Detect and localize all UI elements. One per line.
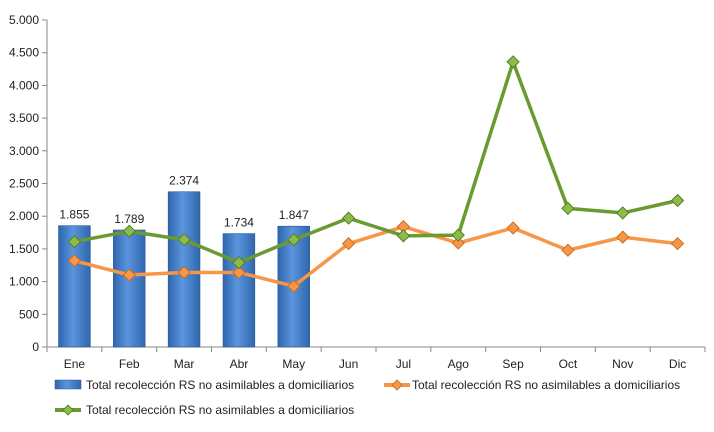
y-axis-ticks: 0 500 1.000 1.500 2.000 2.500 3.000 3.500 4.000 4… xyxy=(9,13,47,354)
legend-item-bar: Total recolección RS no asimilables a do… xyxy=(54,378,354,392)
x-tick-label: Feb xyxy=(119,357,140,371)
y-tick-label: 1.000 xyxy=(9,275,39,289)
point-marker-green xyxy=(616,206,630,220)
y-tick-label: 0 xyxy=(32,340,39,354)
legend-label-bar: Total recolección RS no asimilables a do… xyxy=(86,378,354,392)
point-marker-orange xyxy=(232,265,246,280)
point-marker-orange xyxy=(561,243,575,257)
legend-item-orange-line: Total recolección RS no asimilables a do… xyxy=(384,378,680,392)
legend-swatch-bar xyxy=(54,379,82,390)
point-marker-green xyxy=(122,224,136,238)
x-tick-label: Nov xyxy=(612,357,633,371)
legend-label-green-line: Total recolección RS no asimilables a do… xyxy=(86,403,354,417)
line-series xyxy=(67,55,685,293)
point-marker-orange xyxy=(67,254,82,268)
bar-value-label: 1.789 xyxy=(114,212,144,226)
point-marker-green xyxy=(341,211,356,225)
y-tick-label: 5.000 xyxy=(9,13,39,27)
y-tick-label: 1.500 xyxy=(9,242,39,256)
legend-item-green-line: Total recolección RS no asimilables a do… xyxy=(55,403,354,417)
point-marker-green xyxy=(67,235,82,249)
legend: Total recolección RS no asimilables a do… xyxy=(54,378,680,417)
x-tick-label: Mar xyxy=(174,357,195,371)
y-tick-label: 2.500 xyxy=(9,177,39,191)
point-marker-orange xyxy=(451,236,465,250)
x-tick-label: Oct xyxy=(559,357,578,371)
point-marker-green xyxy=(451,228,465,242)
bar-value-label: 2.374 xyxy=(169,174,199,188)
x-tick-label: Jun xyxy=(339,357,358,371)
point-marker-orange xyxy=(287,279,301,293)
x-tick-label: Ene xyxy=(64,357,86,371)
y-tick-label: 4.000 xyxy=(9,78,39,92)
x-tick-label: Abr xyxy=(230,357,249,371)
legend-marker-orange xyxy=(391,379,403,391)
plot-area: 0 500 1.000 1.500 2.000 2.500 3.000 3.500 4.000 4… xyxy=(9,13,706,371)
point-marker-green xyxy=(561,201,575,215)
legend-label-orange-line: Total recolección RS no asimilables a do… xyxy=(412,378,680,392)
point-marker-orange xyxy=(506,221,520,235)
point-marker-green xyxy=(232,255,246,270)
point-marker-green xyxy=(506,55,520,69)
point-marker-green xyxy=(287,233,301,247)
legend-marker-green xyxy=(62,404,74,416)
point-marker-orange xyxy=(122,268,136,282)
series-line-green xyxy=(74,60,678,265)
y-tick-label: 4.500 xyxy=(9,46,39,60)
y-tick-label: 500 xyxy=(19,307,39,321)
point-marker-green xyxy=(396,229,411,243)
x-tick-label: Jul xyxy=(396,357,411,371)
bar xyxy=(113,229,146,348)
point-marker-green xyxy=(670,193,685,208)
x-axis-ticks: Ene Feb Mar Abr May Jun Jul Ago Sep Oct Nov Dic xyxy=(46,347,706,371)
y-tick-label: 3.500 xyxy=(9,111,39,125)
bar-value-label: 1.855 xyxy=(59,208,89,222)
bar-value-label: 1.734 xyxy=(224,216,254,230)
y-tick-label: 3.000 xyxy=(9,144,39,158)
point-marker-orange xyxy=(341,237,356,251)
x-tick-label: Sep xyxy=(502,357,524,371)
x-tick-label: Ago xyxy=(448,357,470,371)
point-marker-orange xyxy=(670,237,685,251)
point-marker-orange xyxy=(616,230,630,244)
x-tick-label: May xyxy=(282,357,305,371)
series-line-orange xyxy=(73,224,678,288)
point-marker-green xyxy=(177,233,191,247)
bar xyxy=(222,233,256,348)
point-marker-orange xyxy=(177,265,191,280)
y-tick-label: 2.000 xyxy=(9,209,39,223)
bar-data-labels: 1.855 1.789 2.374 1.734 1.847 xyxy=(59,174,309,230)
bar-value-label: 1.847 xyxy=(279,208,309,222)
x-tick-label: Dic xyxy=(669,357,686,371)
